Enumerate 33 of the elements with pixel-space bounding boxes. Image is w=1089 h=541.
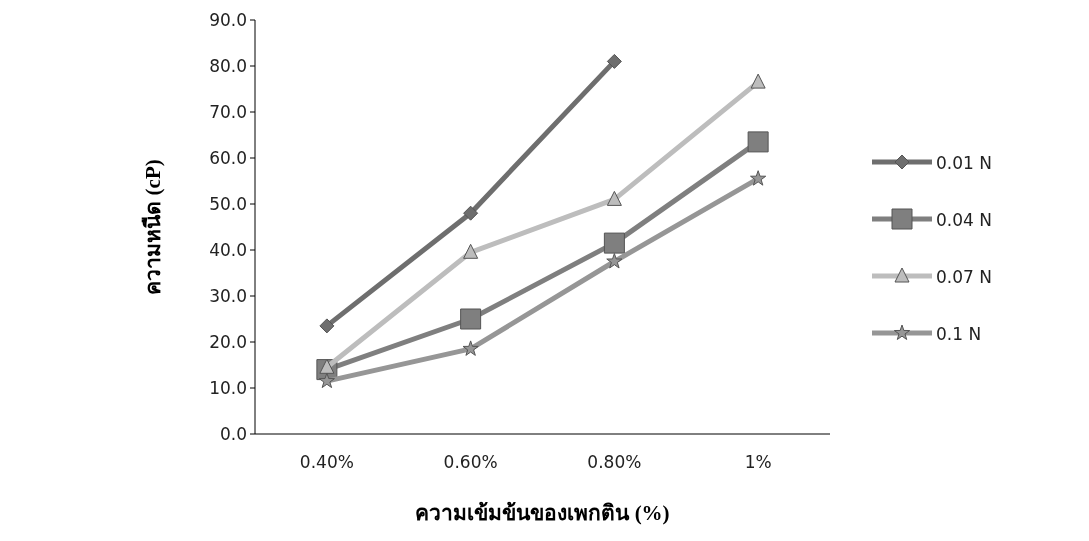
point <box>462 340 479 356</box>
y-tick-label: 50.0 <box>209 194 247 214</box>
y-tick-label: 80.0 <box>209 56 247 76</box>
y-tick-label: 60.0 <box>209 148 247 168</box>
point <box>603 232 625 254</box>
legend-label: 0.07 N <box>936 267 992 287</box>
point <box>606 190 622 206</box>
y-tick-label: 40.0 <box>209 240 247 260</box>
x-tick-label: 0.60% <box>443 452 498 472</box>
point <box>463 243 479 259</box>
point <box>318 372 335 389</box>
point <box>750 73 766 89</box>
y-tick-label: 30.0 <box>209 286 247 306</box>
point <box>750 170 767 186</box>
y-axis-title: ความหนืด (cP) <box>141 159 165 295</box>
y-tick-label: 90.0 <box>209 10 247 30</box>
point <box>606 53 622 69</box>
x-tick-label: 0.80% <box>587 452 642 472</box>
point <box>319 318 335 334</box>
y-tick-label: 10.0 <box>209 378 247 398</box>
legend-label: 0.01 N <box>936 153 992 173</box>
point <box>606 253 623 269</box>
point <box>747 131 769 153</box>
x-tick-label: 0.40% <box>299 452 354 472</box>
y-tick-label: 70.0 <box>209 102 247 122</box>
x-axis-title: ความเข้มข้นของเพกติน (%) <box>415 501 670 525</box>
x-tick-label: 1% <box>744 452 772 472</box>
point <box>460 308 482 330</box>
legend-label: 0.1 N <box>936 324 982 344</box>
point <box>463 205 479 221</box>
y-tick-label: 20.0 <box>209 332 247 352</box>
legend-label: 0.04 N <box>936 210 992 230</box>
y-tick-label: 0.0 <box>219 424 247 444</box>
